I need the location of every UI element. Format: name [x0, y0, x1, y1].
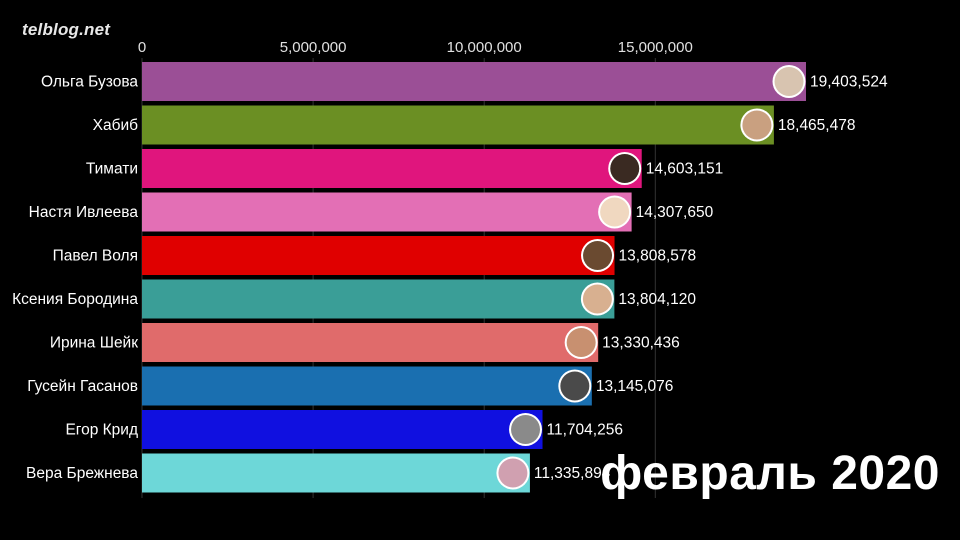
x-tick-label: 0	[138, 39, 146, 56]
value-label: 14,603,151	[646, 161, 724, 178]
value-label: 19,403,524	[810, 74, 888, 91]
avatar	[582, 284, 612, 314]
category-label: Хабиб	[93, 117, 138, 134]
avatar	[742, 110, 772, 140]
x-tick-label: 10,000,000	[447, 39, 522, 56]
category-label: Ирина Шейк	[50, 335, 138, 352]
category-label: Настя Ивлеева	[29, 204, 139, 221]
value-label: 14,307,650	[636, 204, 714, 221]
category-label: Вера Брежнева	[26, 465, 138, 482]
value-label: 13,808,578	[619, 248, 697, 265]
category-label: Егор Крид	[65, 422, 138, 439]
avatar	[560, 371, 590, 401]
bar	[142, 236, 615, 275]
category-label: Ксения Бородина	[12, 291, 138, 308]
avatar	[774, 67, 804, 96]
value-label: 18,465,478	[778, 117, 856, 134]
bar	[142, 366, 592, 406]
category-label: Тимати	[86, 161, 138, 178]
bar	[142, 62, 806, 101]
x-tick-label: 5,000,000	[280, 39, 347, 56]
bar	[142, 323, 599, 362]
category-label: Ольга Бузова	[41, 74, 138, 91]
bar	[142, 149, 642, 188]
bar	[142, 105, 774, 145]
period-label: февраль 2020	[600, 447, 940, 500]
value-label: 13,145,076	[596, 378, 674, 395]
avatar	[600, 197, 630, 227]
bar	[142, 279, 615, 319]
bar	[142, 410, 543, 449]
category-label: Павел Воля	[53, 248, 138, 265]
avatar	[498, 458, 528, 488]
value-label: 13,804,120	[618, 291, 696, 308]
watermark-logo: telblog.net	[22, 20, 111, 39]
avatar	[511, 415, 541, 444]
value-label: 11,335,894	[534, 465, 611, 482]
value-label: 11,704,256	[547, 422, 623, 439]
bar	[142, 192, 632, 232]
bar	[142, 453, 530, 493]
category-label: Гусейн Гасанов	[27, 378, 138, 395]
avatar	[610, 154, 640, 183]
value-label: 13,330,436	[602, 335, 680, 352]
avatar	[583, 241, 613, 270]
x-tick-label: 15,000,000	[618, 39, 693, 56]
avatar	[566, 328, 596, 357]
